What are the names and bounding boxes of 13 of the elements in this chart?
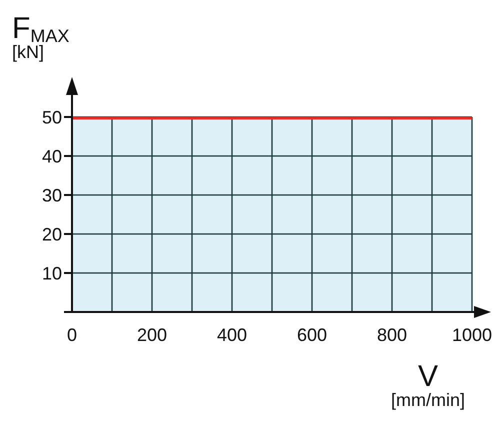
x-tick-label: 400: [216, 324, 248, 345]
x-tick-label: 0: [66, 324, 78, 345]
x-tick-label: 1000: [452, 324, 492, 345]
x-tick-label: 200: [136, 324, 168, 345]
x-axis-title: V [mm/min]: [391, 360, 465, 410]
y-tick-label: 30: [42, 185, 62, 206]
x-tick-label: 800: [376, 324, 408, 345]
y-tick-label: 10: [42, 263, 62, 284]
y-tick-label: 20: [42, 224, 62, 244]
x-tick-label: 600: [296, 324, 328, 345]
y-axis-title: F$_{MAX}$ [kN]: [12, 12, 70, 62]
y-tick-label: 50: [42, 107, 62, 128]
y-tick-label: 40: [42, 146, 62, 166]
